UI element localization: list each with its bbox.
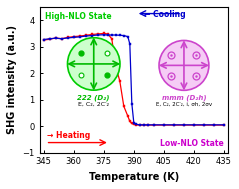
Y-axis label: SHG intensity (a.u.): SHG intensity (a.u.)	[7, 25, 17, 134]
Text: E, C₂, 2C′₂, i, σh, 2σv: E, C₂, 2C′₂, i, σh, 2σv	[156, 101, 212, 107]
Text: ← Cooling: ← Cooling	[144, 10, 185, 19]
Circle shape	[159, 40, 209, 90]
Text: mmm (D₂h): mmm (D₂h)	[162, 95, 206, 101]
Text: Low-NLO State: Low-NLO State	[160, 139, 224, 148]
Text: E, C₂, 2C′₂: E, C₂, 2C′₂	[78, 102, 109, 107]
Text: → Heating: → Heating	[47, 131, 90, 140]
Circle shape	[67, 38, 120, 90]
Text: 222 (D₂): 222 (D₂)	[77, 95, 110, 101]
X-axis label: Temperature (K): Temperature (K)	[89, 172, 179, 182]
Text: High-NLO State: High-NLO State	[45, 12, 111, 21]
